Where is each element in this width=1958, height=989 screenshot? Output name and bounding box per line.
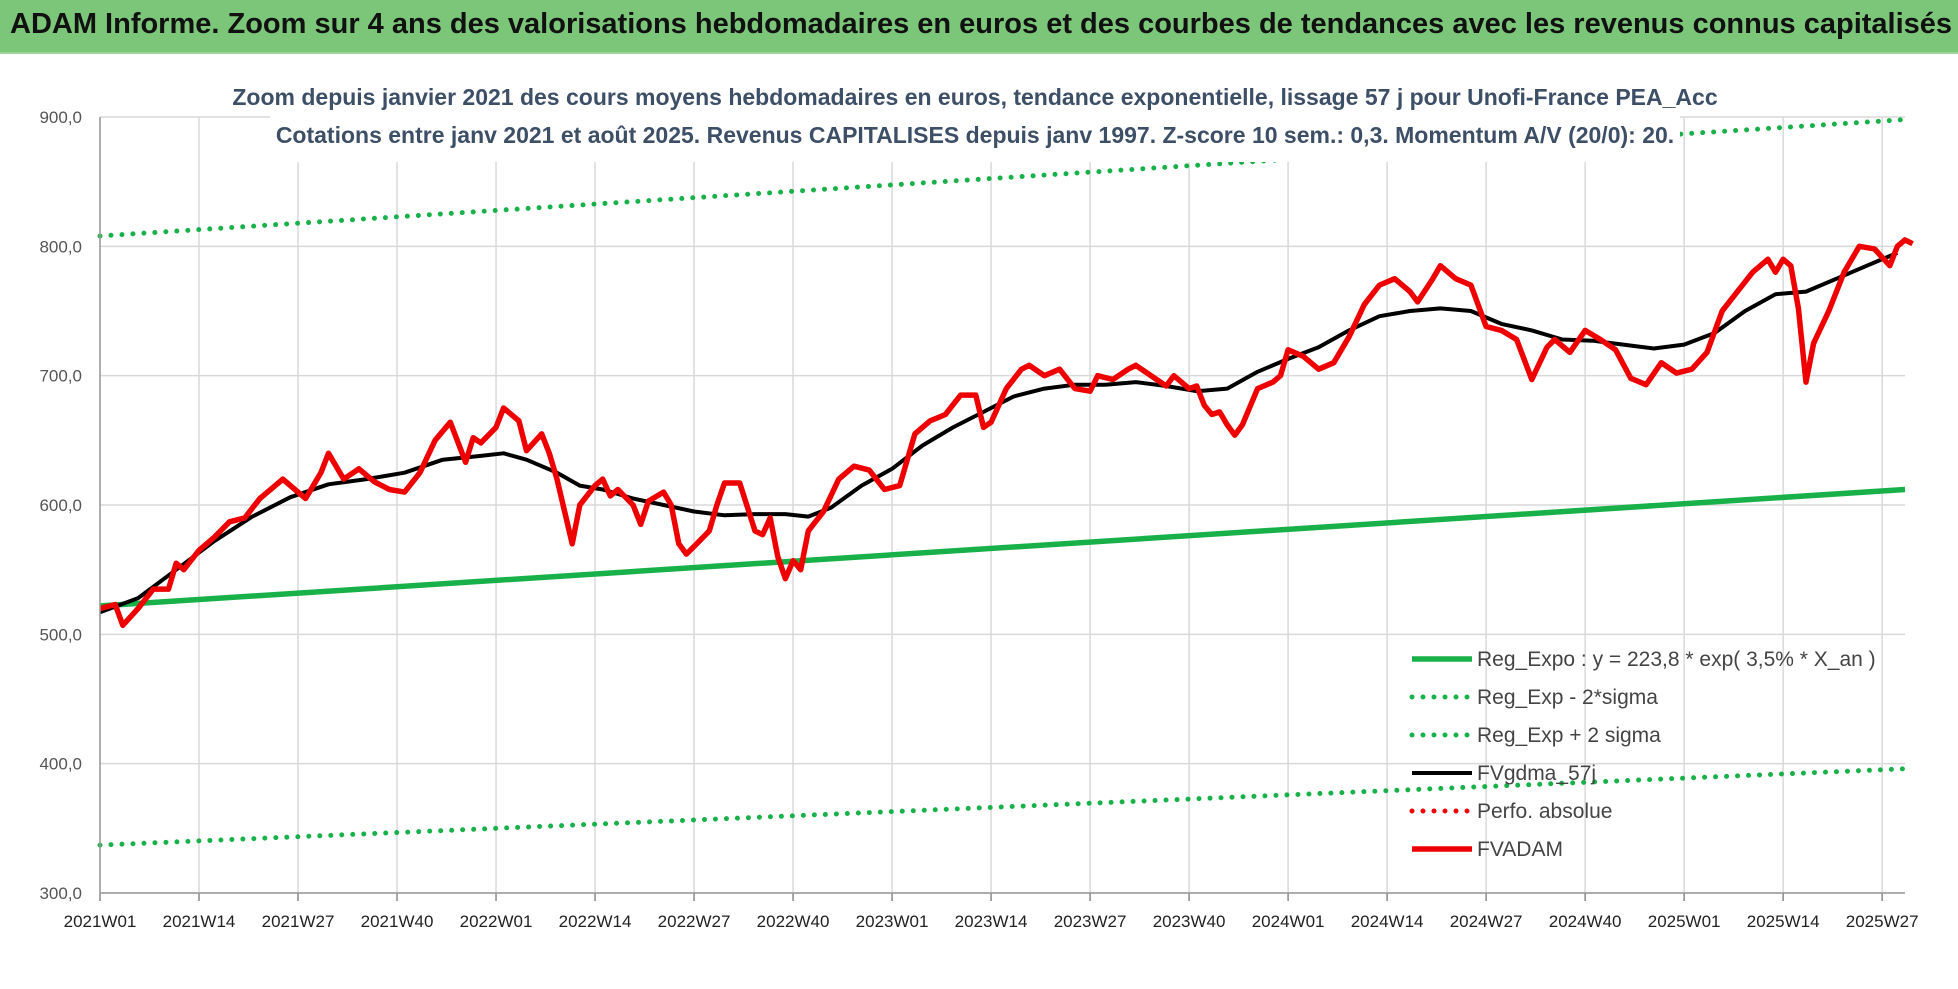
x-tick-label: 2023W27 — [1054, 912, 1127, 931]
x-tick-label: 2021W01 — [64, 912, 137, 931]
series-line-0 — [99, 486, 1906, 609]
x-tick-label: 2023W01 — [856, 912, 929, 931]
legend-label: Perfo. absolue — [1477, 800, 1612, 823]
x-tick-label: 2021W40 — [361, 912, 434, 931]
grid-layer — [99, 116, 1905, 894]
series-line-5 — [99, 237, 1914, 629]
legend-label: Reg_Exp - 2*sigma — [1477, 686, 1658, 709]
x-tick-label: 2025W14 — [1747, 912, 1820, 931]
chart-svg: 900,0 800,0 700,0 600,0 500,0 400,0 300,0 2021W… — [39, 74, 1919, 931]
x-tick-label: 2022W27 — [658, 912, 731, 931]
legend-label: Reg_Expo : y = 223,8 * exp( 3,5% * X_an … — [1477, 648, 1876, 671]
legend-label: Reg_Exp + 2 sigma — [1477, 724, 1661, 747]
title-backdrop — [270, 74, 1680, 162]
x-tick-label: 2022W01 — [460, 912, 533, 931]
legend-label: FVgdma_57j — [1477, 762, 1596, 785]
x-tick-label: 2023W40 — [1153, 912, 1226, 931]
x-tick-label: 2024W40 — [1549, 912, 1622, 931]
header-band: ADAM Informe. Zoom sur 4 ans des valoris… — [0, 0, 1958, 54]
y-tick-label: 900,0 — [39, 108, 82, 127]
y-tick-label: 300,0 — [39, 884, 82, 903]
y-tick-label: 500,0 — [39, 625, 82, 644]
chart-area: 900,0 800,0 700,0 600,0 500,0 400,0 300,0 2021W… — [0, 54, 1958, 984]
y-tick-label: 700,0 — [39, 367, 82, 386]
legend-label: FVADAM — [1477, 838, 1563, 861]
legend: Reg_Expo : y = 223,8 * exp( 3,5% * X_an … — [1409, 648, 1876, 861]
chart-subtitle: Cotations entre janv 2021 et août 2025. … — [276, 122, 1674, 148]
y-tick-label: 800,0 — [39, 237, 82, 256]
y-tick-label: 600,0 — [39, 496, 82, 515]
x-tick-label: 2025W27 — [1846, 912, 1919, 931]
x-tick-label: 2024W27 — [1450, 912, 1523, 931]
x-tick-label: 2024W01 — [1252, 912, 1325, 931]
page-title: ADAM Informe. Zoom sur 4 ans des valoris… — [10, 8, 1953, 40]
chart-title: Zoom depuis janvier 2021 des cours moyen… — [232, 84, 1717, 110]
x-tick-label: 2023W14 — [955, 912, 1028, 931]
x-tick-label: 2022W40 — [757, 912, 830, 931]
series-line-3 — [99, 250, 1899, 615]
x-tick-label: 2021W27 — [262, 912, 335, 931]
series-line-1 — [97, 766, 1908, 848]
x-tick-label: 2025W01 — [1648, 912, 1721, 931]
x-tick-label: 2024W14 — [1351, 912, 1424, 931]
y-tick-label: 400,0 — [39, 755, 82, 774]
title-layer: Zoom depuis janvier 2021 des cours moyen… — [232, 74, 1718, 162]
x-tick-label: 2021W14 — [163, 912, 236, 931]
axis-layer: 900,0 800,0 700,0 600,0 500,0 400,0 300,0 2021W… — [39, 108, 1918, 931]
x-tick-label: 2022W14 — [559, 912, 632, 931]
